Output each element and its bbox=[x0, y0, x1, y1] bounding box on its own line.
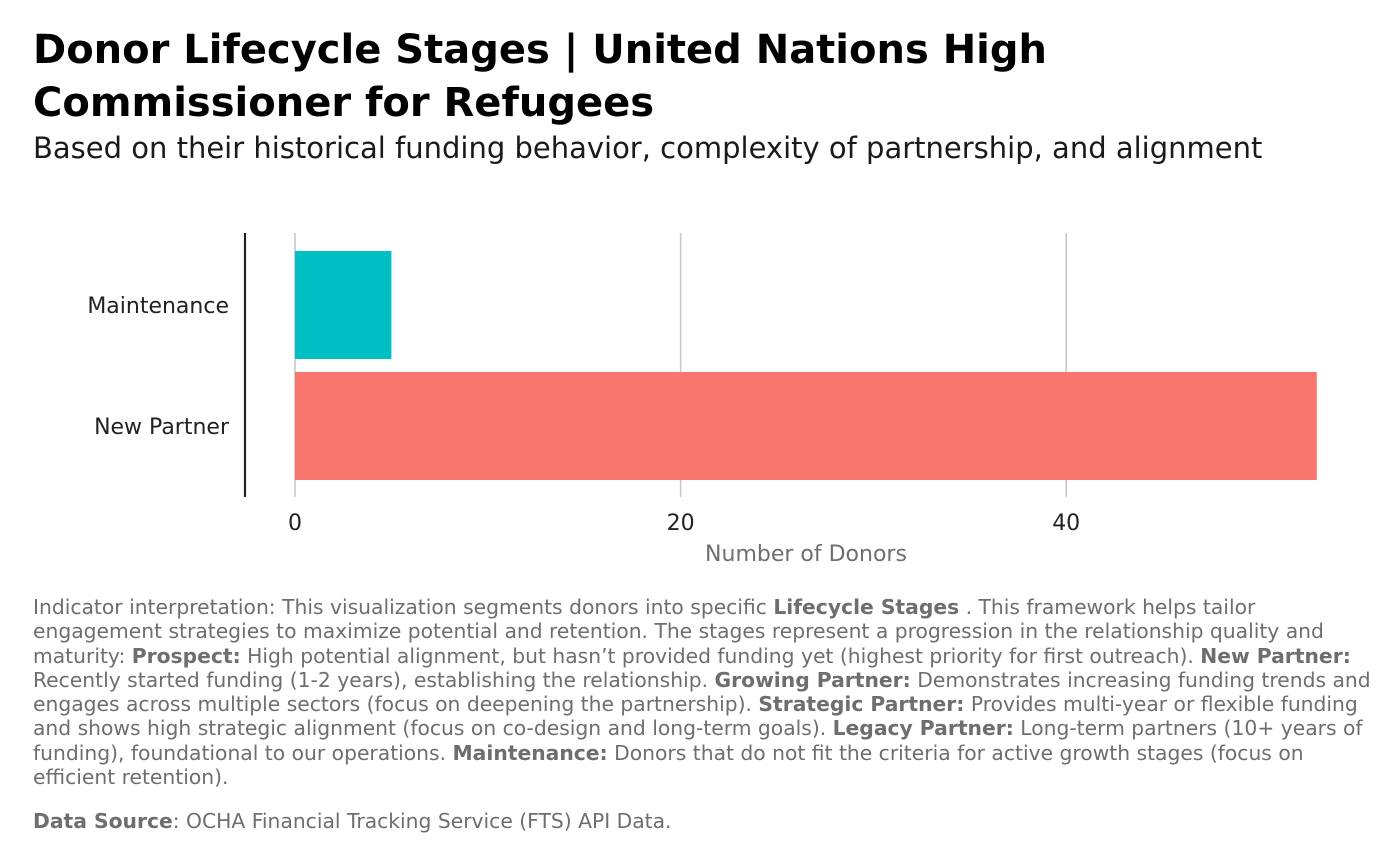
bar-chart: Maintenance New Partner 0 20 40 Number of D… bbox=[87, 233, 1317, 567]
x-tick-label: 40 bbox=[1052, 511, 1080, 536]
caption-text: Demonstrates increasing funding trends a… bbox=[33, 667, 1371, 717]
caption-text: Provides multi-year or flexible funding … bbox=[33, 692, 1358, 741]
chart-subtitle: Based on their historical funding behavi… bbox=[33, 131, 1263, 165]
chart-title: Donor Lifecycle Stages | United Nations … bbox=[33, 27, 1048, 126]
caption-text: . This framework helps tailor engagement… bbox=[33, 595, 1324, 668]
caption-text: Indicator interpretation: This visualiza… bbox=[33, 595, 774, 619]
caption-term: Growing Partner: bbox=[714, 667, 911, 692]
data-source-text: : OCHA Financial Tracking Service (FTS) … bbox=[172, 809, 672, 833]
bars bbox=[295, 251, 1317, 480]
y-axis-labels: Maintenance New Partner bbox=[87, 294, 230, 440]
caption-text: Long-term partners (10+ years of funding… bbox=[33, 716, 1363, 765]
caption-term: Prospect: bbox=[131, 643, 241, 668]
caption-text: High potential alignment, but hasn’t pro… bbox=[240, 643, 1201, 668]
data-source-note: Data Source: OCHA Financial Tracking Ser… bbox=[33, 809, 1333, 834]
caption-term: Legacy Partner: bbox=[832, 716, 1014, 741]
caption-text: Recently started funding (1-2 years), es… bbox=[33, 667, 715, 692]
x-tick-label: 0 bbox=[288, 511, 302, 536]
data-source-label: Data Source bbox=[33, 809, 173, 833]
x-axis-title: Number of Donors bbox=[705, 542, 907, 567]
bar-maintenance bbox=[295, 251, 392, 359]
caption-term: New Partner: bbox=[1200, 643, 1351, 668]
y-category-label: Maintenance bbox=[87, 294, 229, 319]
caption-term: Strategic Partner: bbox=[758, 692, 965, 717]
x-tick-label: 20 bbox=[667, 511, 695, 536]
caption-term: Lifecycle Stages bbox=[773, 595, 960, 619]
y-category-label: New Partner bbox=[94, 415, 230, 440]
caption-text: Donors that do not fit the criteria for … bbox=[33, 740, 1304, 790]
indicator-caption: Indicator interpretation: This visualiza… bbox=[33, 595, 1373, 789]
x-axis-ticks: 0 20 40 bbox=[288, 511, 1080, 536]
caption-term: Maintenance: bbox=[452, 740, 608, 765]
bar-new-partner bbox=[295, 372, 1317, 480]
